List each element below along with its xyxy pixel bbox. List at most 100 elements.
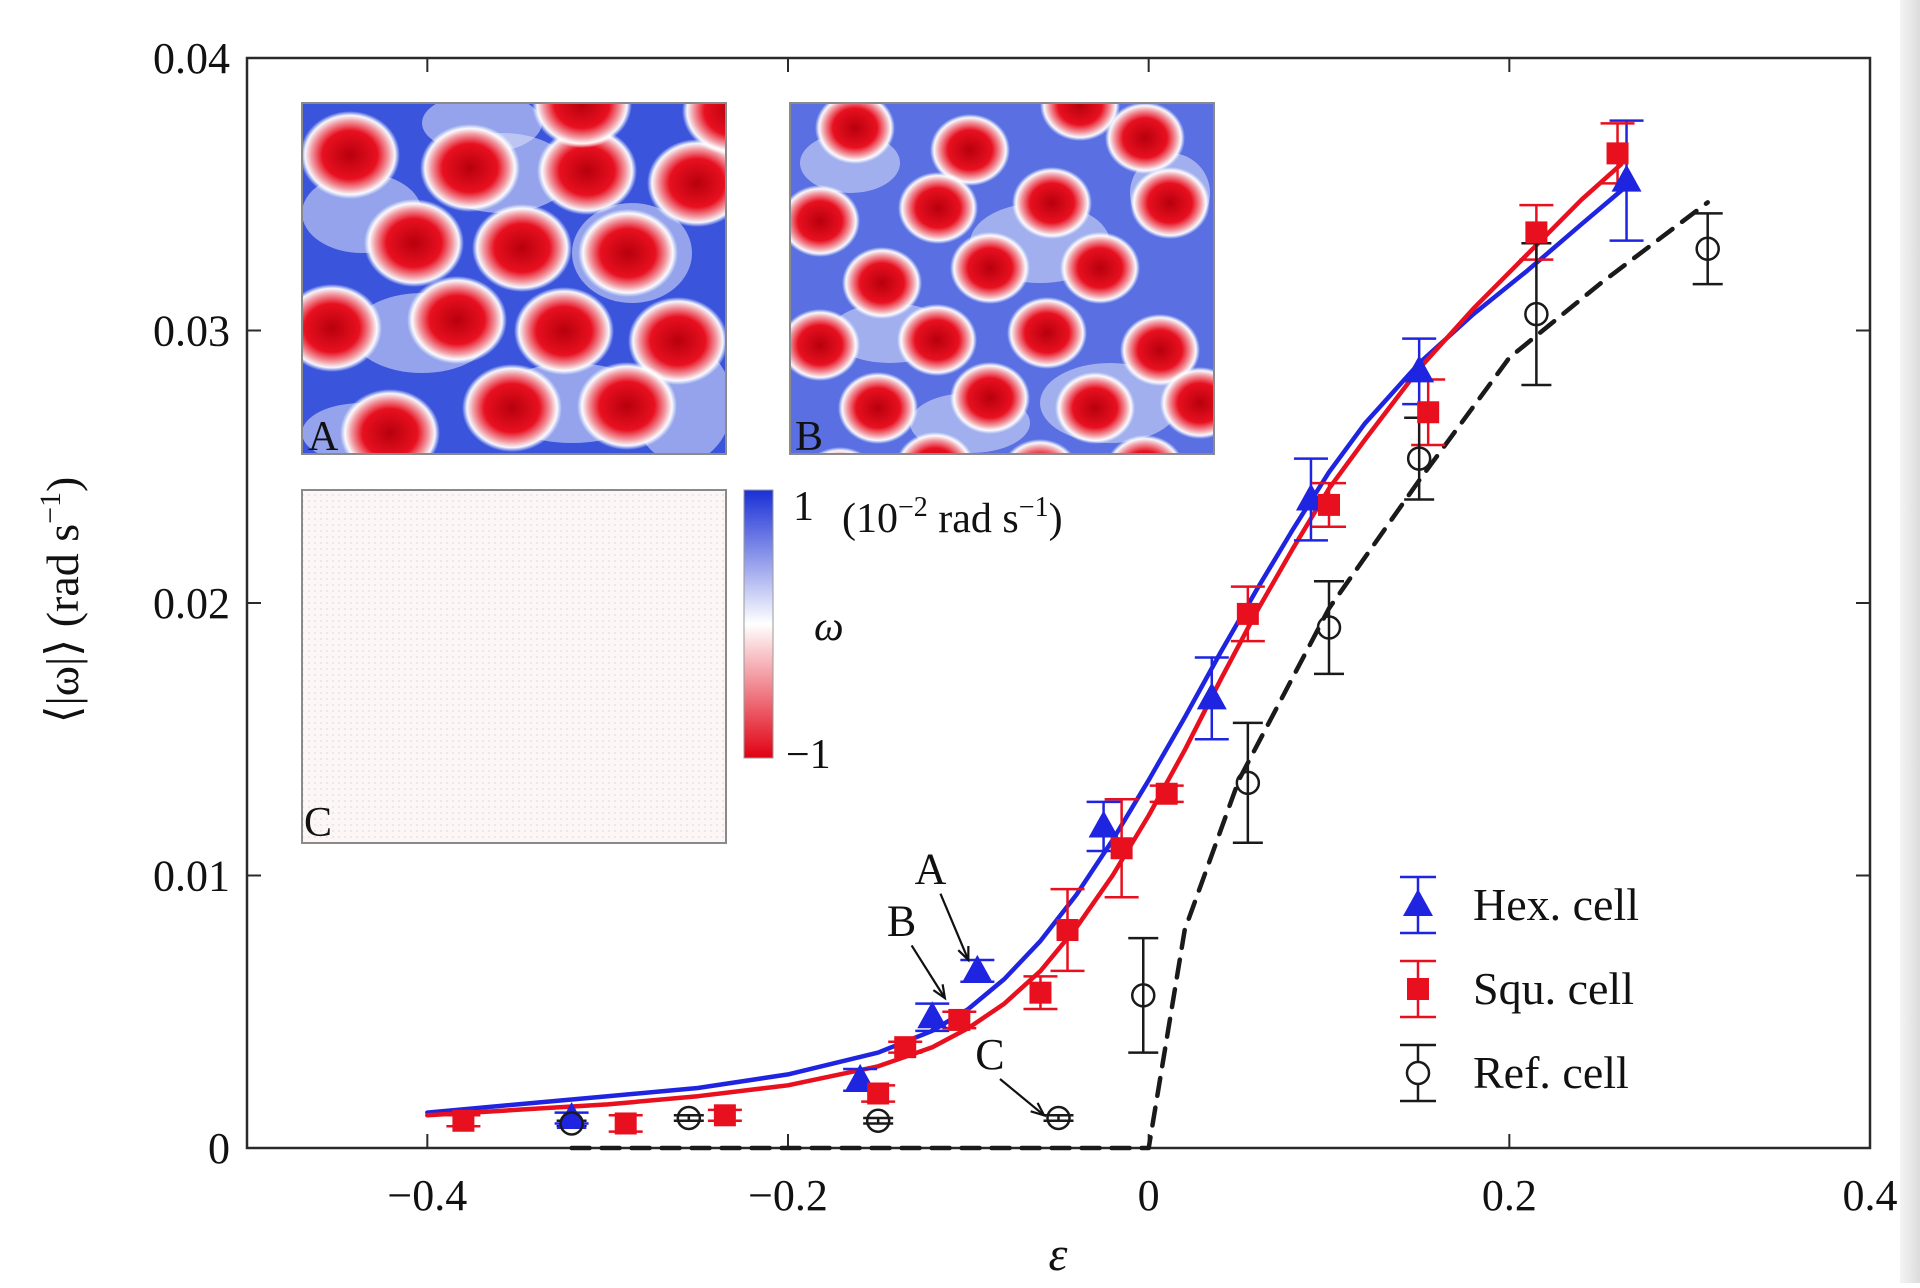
annotation-arrow <box>910 944 946 999</box>
legend-marker <box>1407 978 1429 1000</box>
annotation-arrow-head <box>932 984 947 1001</box>
vortex-blob <box>838 372 918 444</box>
y-tick-label: 0 <box>208 1124 230 1173</box>
y-tick-label: 0.04 <box>153 34 230 83</box>
squ-cell-point <box>1318 493 1340 516</box>
x-tick-label: −0.4 <box>387 1171 467 1220</box>
hex-cell-point <box>1404 355 1435 383</box>
squ-cell-point <box>894 1036 917 1059</box>
colorbar-gradient <box>743 489 774 759</box>
ref-cell-point <box>1316 615 1342 640</box>
vortex-blob <box>898 172 978 244</box>
vortex-blob <box>815 103 895 164</box>
ref-cell-point <box>559 1111 584 1136</box>
annotation-arrow <box>999 1078 1045 1117</box>
x-axis-label: ε <box>1049 1228 1068 1281</box>
annotation-arrow-head <box>957 945 970 963</box>
annotation-label: C <box>975 1030 1004 1079</box>
vortex-blob <box>532 103 632 148</box>
annotation-label: A <box>915 845 947 894</box>
colorbar-units: (10−2 rad s−1) <box>842 492 1063 542</box>
vortex-blob <box>898 432 972 454</box>
legend-marker <box>1403 889 1433 916</box>
y-tick-label: 0.03 <box>153 307 230 356</box>
x-tick-label: 0 <box>1138 1171 1160 1220</box>
axis-ticks <box>247 57 1871 1149</box>
ref-cell-point <box>1131 983 1156 1008</box>
squ-cell-point <box>1236 602 1259 625</box>
vortex-blob <box>1012 167 1092 239</box>
ref-cell-point <box>1046 1105 1071 1131</box>
vortex-blob <box>1007 297 1087 369</box>
vortex-blob <box>472 204 572 292</box>
colorbar: 1 −1 ω (10−2 rad s−1) <box>743 484 1063 778</box>
vortex-blob <box>1007 439 1073 454</box>
ref-cell-point <box>1695 236 1720 261</box>
squ-cell-point <box>713 1104 736 1127</box>
annotation-arrow <box>939 893 970 961</box>
annotation-label: B <box>887 896 916 945</box>
vortex-blob <box>1109 435 1181 454</box>
vortex-blob <box>302 284 382 372</box>
vortex-blob <box>842 247 922 319</box>
squ-cell-point <box>1056 919 1079 941</box>
vortex-blob <box>1055 372 1135 444</box>
squ-cell-point <box>452 1109 475 1132</box>
vortex-blob <box>1130 167 1210 239</box>
hex-cell-point <box>1196 682 1227 710</box>
vortex-blob <box>514 287 614 375</box>
vortex-blob <box>897 304 977 376</box>
colorbar-var-label: ω <box>814 604 844 650</box>
squ-cell-point <box>948 1008 971 1031</box>
vortex-blob <box>302 111 400 199</box>
y-axis-label: ⟨|ω|⟩ (rad s−1) <box>34 477 88 724</box>
vortex-blob <box>578 209 678 297</box>
x-tick-label: 0.4 <box>1843 1171 1898 1220</box>
hex-cell-point <box>962 954 993 982</box>
page-edge-shadow <box>1900 0 1920 1283</box>
hex-cell-point <box>1611 164 1642 192</box>
vortex-blob <box>462 364 562 452</box>
legend: Hex. cell Squ. cell Ref. cell <box>1400 875 1639 1103</box>
ref-cell-point <box>865 1108 891 1133</box>
vortex-blob <box>950 232 1030 304</box>
ref-cell-point <box>1406 446 1432 471</box>
vortex-blob <box>682 103 726 155</box>
squ-cell-point <box>1029 981 1052 1004</box>
vortex-blob <box>950 362 1030 434</box>
vortex-blob <box>930 114 1010 186</box>
colorbar-min-label: −1 <box>786 732 831 778</box>
inset-c: C <box>301 489 727 846</box>
legend-label: Squ. cell <box>1473 963 1634 1014</box>
point-annotations: AB C <box>887 845 1047 1118</box>
inset-a: A <box>301 102 727 460</box>
fit-curve-series-2 <box>569 200 1710 1151</box>
colorbar-max-label: 1 <box>793 484 814 530</box>
x-tick-label: −0.2 <box>748 1171 828 1220</box>
vortex-blob <box>647 139 726 227</box>
x-tick-label: 0.2 <box>1482 1171 1537 1220</box>
vortex-blob <box>628 297 726 385</box>
squ-cell-point <box>614 1112 637 1135</box>
inset-c-label: C <box>304 800 332 846</box>
hex-cell-point <box>917 1001 948 1029</box>
legend-label: Hex. cell <box>1473 879 1639 930</box>
y-tick-label: 0.02 <box>153 579 230 628</box>
inset-a-label: A <box>308 414 339 460</box>
ref-cell-point <box>1524 301 1549 327</box>
data-markers <box>452 142 1720 1136</box>
y-tick-label: 0.01 <box>153 852 230 901</box>
squ-cell-point <box>1110 837 1133 860</box>
vortex-blob <box>420 124 520 212</box>
vortex-blob <box>1160 367 1214 439</box>
vortex-blob <box>577 362 677 450</box>
vortex-blob <box>340 389 440 454</box>
squ-cell-point <box>1606 142 1629 165</box>
vortex-blob <box>790 185 860 257</box>
vortex-blob <box>816 447 864 454</box>
vortex-blob <box>1060 232 1140 304</box>
vortex-blob <box>1120 314 1200 386</box>
hex-cell-point <box>556 1102 587 1130</box>
